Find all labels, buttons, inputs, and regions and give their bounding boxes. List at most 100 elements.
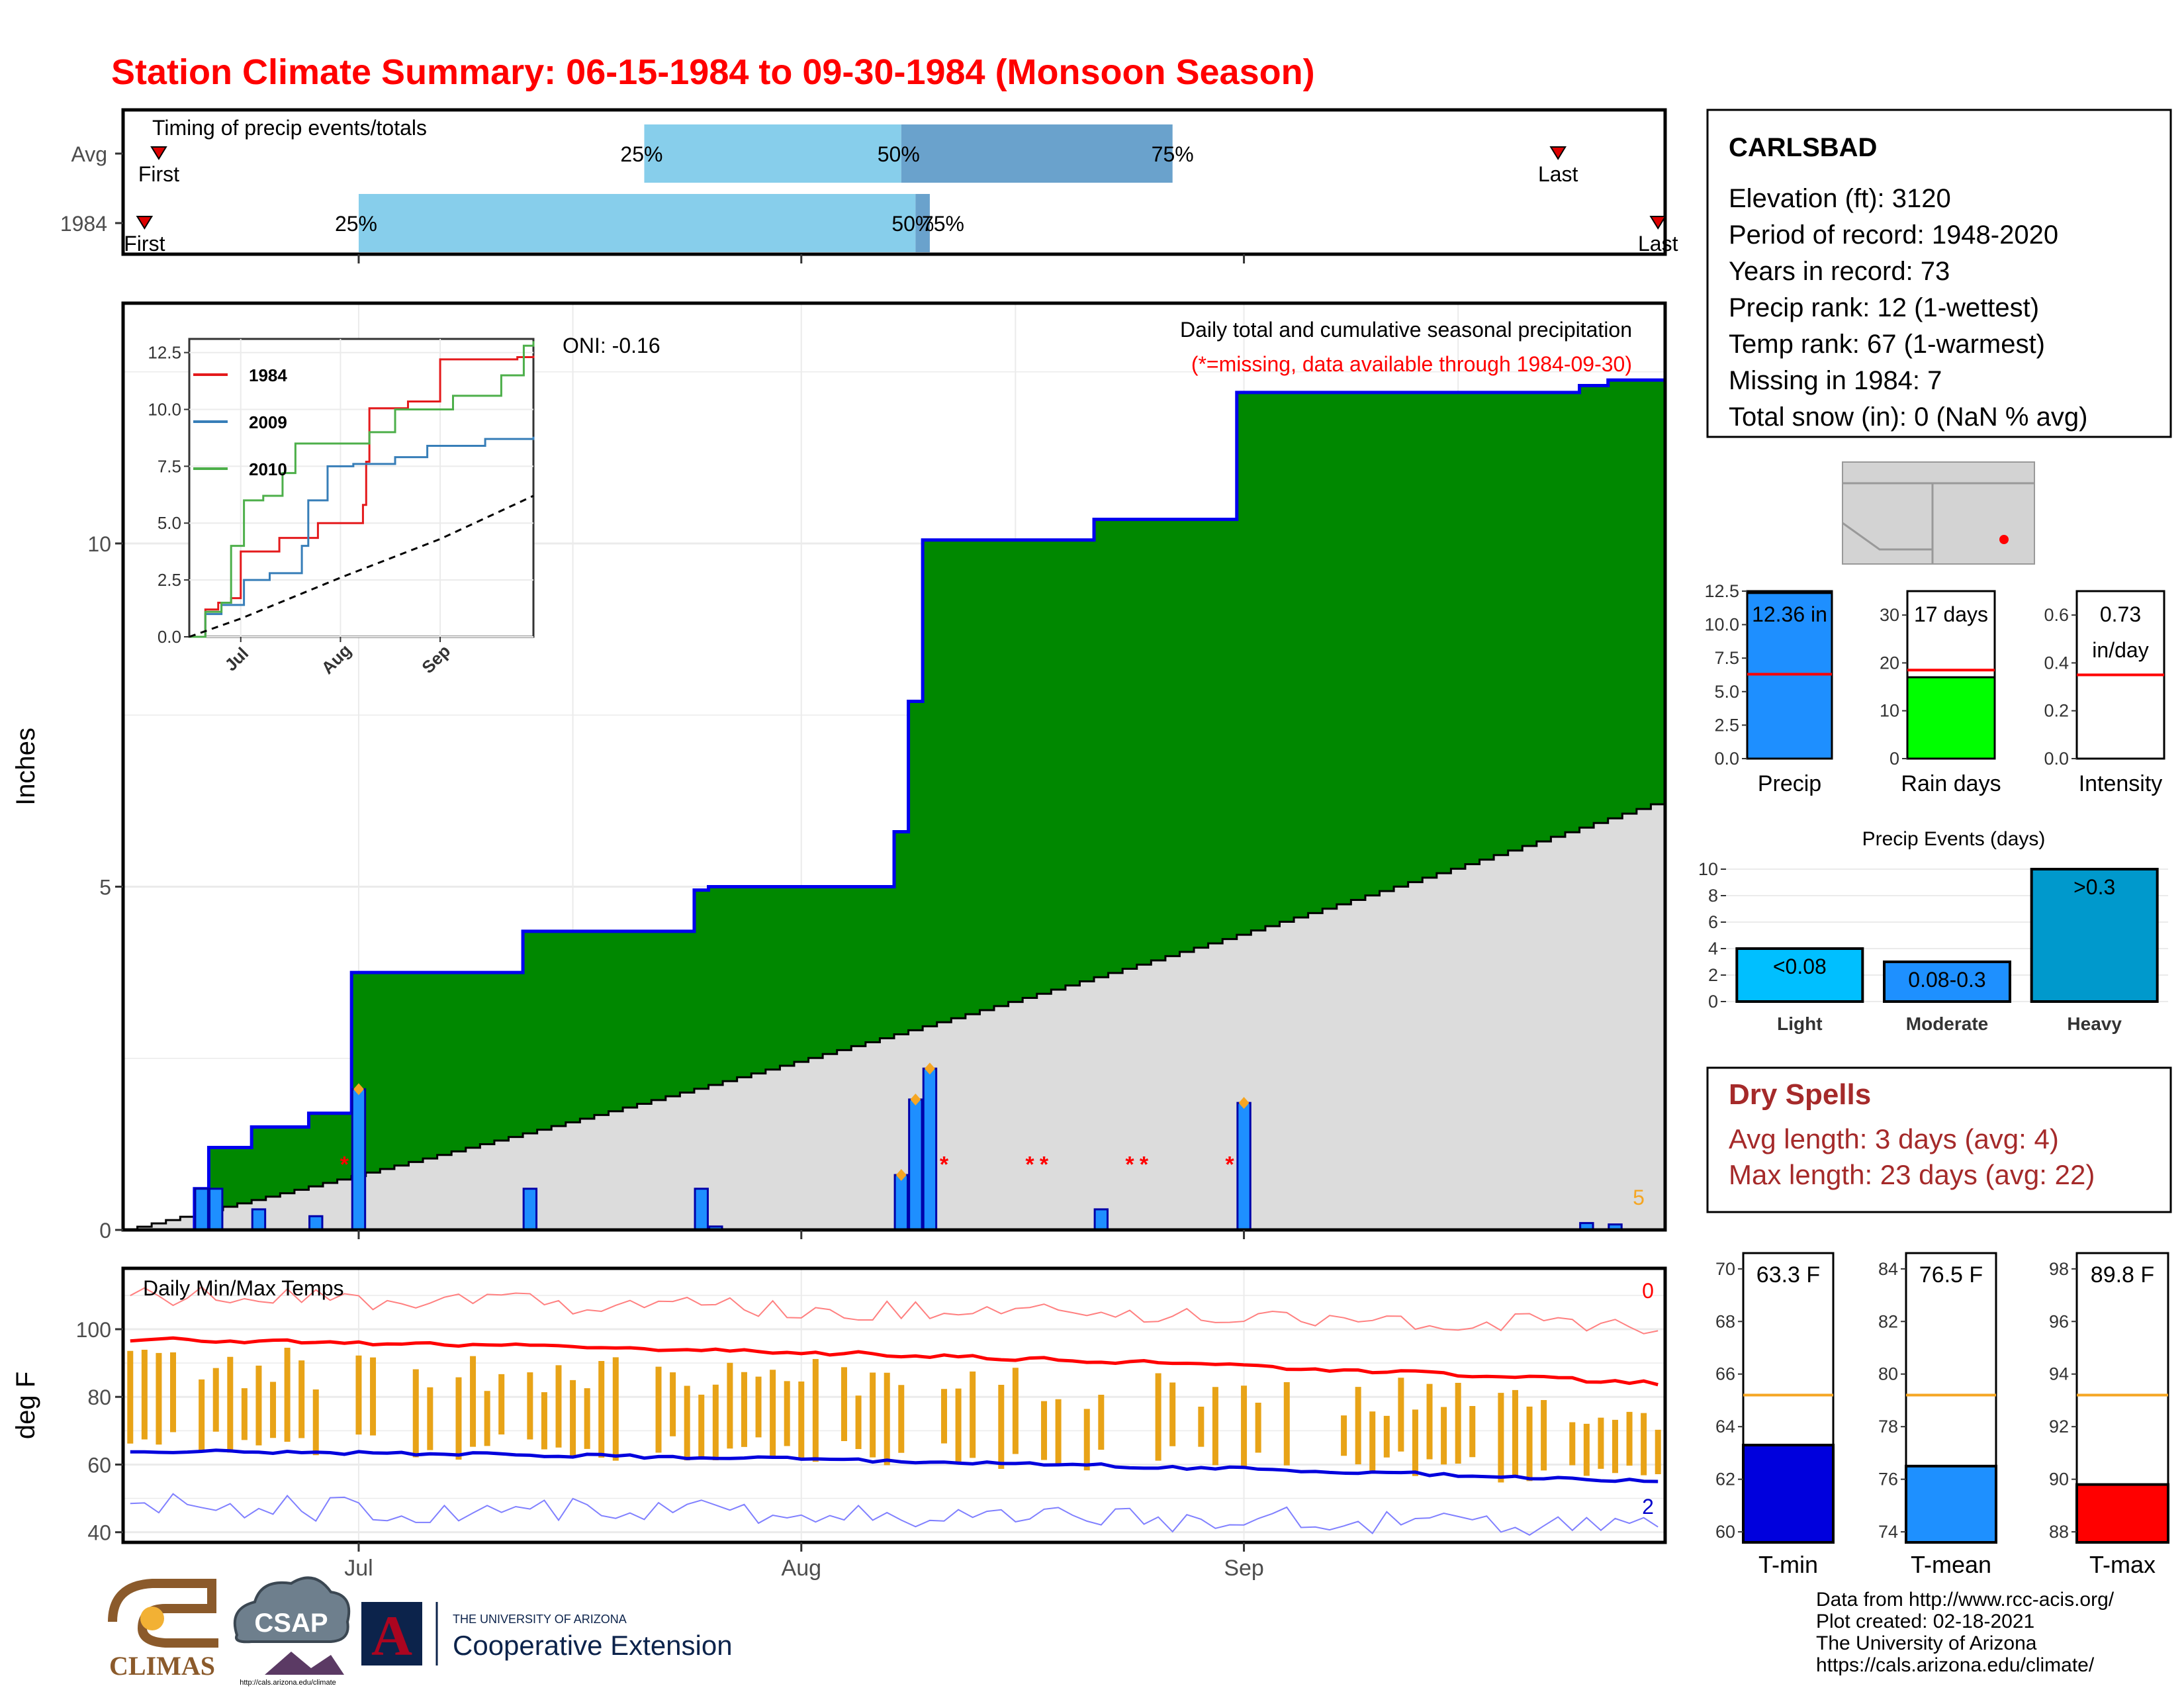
csap-url: http://cals.arizona.edu/climate: [240, 1679, 336, 1687]
daily-precip-bar: [694, 1188, 709, 1231]
csap-cloud: [233, 1576, 351, 1644]
record-diamond: [924, 1062, 935, 1075]
temp-summary-ytick-label: 74: [1878, 1522, 1898, 1542]
events-bar: [1883, 961, 2011, 1003]
temp-summary-ytick-label: 82: [1878, 1311, 1898, 1331]
summary-ytick-label: 0.0: [1714, 749, 1739, 769]
summary-value-2: in/day: [2092, 638, 2148, 662]
timing-bar-50-75: [915, 194, 930, 252]
timing-row-label: 1984: [60, 212, 107, 236]
temp-summary-ytick-label: 92: [2049, 1417, 2069, 1436]
precip-ytick-label: 5: [99, 875, 111, 899]
summary-ytick-label: 0.0: [2044, 749, 2069, 769]
events-ytick-label: 10: [1698, 859, 1718, 879]
daily-precip-bar: [351, 1088, 367, 1231]
timing-first-marker: [136, 216, 154, 230]
timing-label-50: 50%: [891, 212, 934, 236]
events-bar: [2030, 868, 2159, 1003]
events-ytick-label: 2: [1708, 965, 1718, 985]
oni-label: ONI: -0.16: [563, 334, 660, 357]
timing-last-label: Last: [1638, 232, 1678, 256]
temp-summary-ytick-label: 98: [2049, 1259, 2069, 1279]
record-low-count: 2: [1642, 1495, 1654, 1519]
daily-precip-bar: [1236, 1102, 1251, 1231]
events-bar: [1735, 947, 1864, 1003]
missing-count: 5: [1633, 1186, 1645, 1209]
record-max-line: [130, 1286, 1659, 1335]
ua-small-text: THE UNIVERSITY OF ARIZONA: [453, 1613, 627, 1626]
temp-xtick-label: Aug: [782, 1556, 822, 1581]
timing-first-label: First: [138, 162, 179, 186]
temp-xtick-label: Sep: [1224, 1556, 1264, 1581]
inset-legend-label: 2010: [249, 459, 287, 479]
inset-ytick-label: 10.0: [148, 399, 181, 419]
precip-ylabel: Inches: [11, 727, 40, 806]
temp-summary-ytick-label: 64: [1715, 1417, 1735, 1436]
missing-marker: *: [340, 1152, 349, 1177]
timing-last-label: Last: [1538, 162, 1578, 186]
temp-bg: [123, 1268, 1665, 1542]
station-info-line: Missing in 1984: 7: [1729, 366, 1942, 395]
events-ytick-label: 4: [1708, 939, 1718, 959]
timing-label-50: 50%: [878, 142, 920, 166]
timing-last-marker: [1549, 146, 1567, 160]
daily-precip-bar: [208, 1188, 224, 1231]
temp-ytick-label: 40: [87, 1521, 111, 1545]
station-info-line: Temp rank: 67 (1-warmest): [1729, 330, 2045, 359]
ua-logo-block: [361, 1602, 422, 1665]
temp-summary-ytick-label: 88: [2049, 1522, 2069, 1542]
temp-summary-label: T-mean: [1911, 1551, 1991, 1578]
temp-ylabel: deg F: [11, 1372, 40, 1439]
record-min-line: [130, 1493, 1659, 1536]
missing-marker: *: [1040, 1152, 1049, 1177]
dry-spells-box: [1706, 1066, 2172, 1213]
summary-ytick-label: 0: [1889, 749, 1899, 769]
precip-subheader: (*=missing, data available through 1984-…: [1191, 352, 1632, 376]
events-ytick-label: 6: [1708, 912, 1718, 932]
inset-ytick-label: 5.0: [158, 513, 181, 533]
temp-summary-frame: [1742, 1252, 1835, 1544]
temp-summary-bar: [2075, 1483, 2169, 1544]
temp-summary-label: T-min: [1758, 1551, 1818, 1578]
precip-frame: [121, 301, 1667, 1232]
temp-ytick-label: 100: [76, 1318, 111, 1342]
timing-label-75: 75%: [1152, 142, 1194, 166]
timing-first-marker: [150, 146, 167, 160]
timing-first-label: First: [124, 232, 165, 256]
record-diamond: [910, 1093, 921, 1105]
inset-series-2010: [189, 341, 535, 638]
daily-precip-bar: [922, 1067, 938, 1231]
figure-title: Station Climate Summary: 06-15-1984 to 0…: [111, 52, 1315, 92]
temp-summary-value: 76.5 F: [1919, 1262, 1983, 1288]
events-bar-label: <0.08: [1773, 955, 1827, 978]
temp-summary-label: T-max: [2089, 1551, 2156, 1578]
missing-marker: *: [1225, 1152, 1234, 1177]
summary-ytick-label: 0.4: [2044, 653, 2069, 673]
station-info-line: Elevation (ft): 3120: [1729, 184, 1951, 213]
daily-precip-bar: [194, 1188, 209, 1231]
summary-ytick-label: 12.5: [1704, 581, 1739, 601]
inset-ytick-label: 2.5: [158, 570, 181, 590]
footer-line: https://cals.arizona.edu/climate/: [1816, 1654, 2095, 1676]
right-summary-panels: CARLSBAD Elevation (ft): 3120 Period of re…: [1698, 109, 2172, 1676]
station-name: CARLSBAD: [1729, 133, 1877, 162]
daily-precip-bar: [893, 1174, 909, 1231]
summary-ytick-label: 0.6: [2044, 605, 2069, 625]
avg-min-line: [130, 1448, 1659, 1483]
temp-summary-ytick-label: 96: [2049, 1311, 2069, 1331]
dry-spells-title: Dry Spells: [1729, 1078, 1871, 1111]
inset-series-avg: [189, 494, 534, 638]
daily-precip-bar: [908, 1098, 923, 1231]
summary-ytick-label: 20: [1880, 653, 1899, 673]
summary-ytick-label: 5.0: [1714, 682, 1739, 702]
logos-footer: CLIMAS CSAP http://cals.arizona.edu/climat…: [108, 1576, 733, 1687]
timing-title: Timing of precip events/totals: [152, 116, 427, 140]
inset-ytick-label: 7.5: [158, 456, 181, 476]
missing-marker: *: [1125, 1152, 1134, 1177]
summary-ytick-label: 7.5: [1714, 648, 1739, 668]
inset-legend-label: 1984: [249, 365, 287, 385]
csap-logo-text: CSAP: [254, 1609, 328, 1638]
climas-logo-text: CLIMAS: [109, 1651, 215, 1681]
